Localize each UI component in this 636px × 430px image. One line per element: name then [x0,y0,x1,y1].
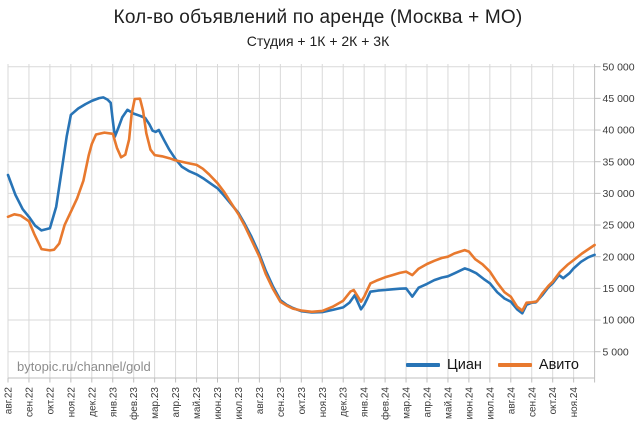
svg-text:фев.24: фев.24 [380,387,392,420]
x-gridlines [7,64,596,378]
svg-text:35 000: 35 000 [603,156,635,168]
svg-text:окт.22: окт.22 [45,387,56,415]
svg-text:сен.24: сен.24 [527,387,538,417]
y-axis-ticks [594,66,601,353]
x-axis [7,377,596,383]
svg-text:апр.24: апр.24 [423,387,434,418]
svg-text:май.23: май.23 [192,387,203,419]
svg-text:50 000: 50 000 [603,61,635,73]
series-line-avito [6,97,596,314]
legend-item-avito: Авито [497,357,579,373]
legend-item-cian: Циан [406,357,482,373]
legend-line-avito-swatch [497,363,532,367]
svg-text:авг.24: авг.24 [506,387,517,415]
svg-text:25 000: 25 000 [603,220,635,232]
svg-text:янв.23: янв.23 [108,387,119,418]
chart-subtitle: Студия + 1К + 2К + 3К [246,33,390,49]
svg-text:40 000: 40 000 [603,125,635,137]
svg-text:30 000: 30 000 [603,188,635,200]
watermark-text: bytopic.ru/channel/gold [17,359,151,374]
svg-text:мар.24: мар.24 [402,387,413,419]
legend: Циан Авито [406,356,579,374]
svg-text:янв.24: янв.24 [360,387,371,418]
svg-text:авг.23: авг.23 [255,387,266,415]
svg-text:фев.23: фев.23 [128,387,140,420]
svg-text:апр.23: апр.23 [171,387,182,418]
svg-text:сен.23: сен.23 [276,387,287,417]
svg-text:дек.22: дек.22 [87,387,98,417]
y-axis-labels: 50 000 45 000 40 000 35 000 30 000 25 000 20 0… [603,61,635,358]
svg-text:20 000: 20 000 [603,251,635,263]
svg-text:июн.23: июн.23 [213,387,224,420]
legend-label-avito: Авито [538,357,579,373]
svg-text:дек.23: дек.23 [339,387,350,417]
svg-text:июл.24: июл.24 [485,387,496,420]
svg-text:45 000: 45 000 [603,93,635,105]
svg-text:окт.23: окт.23 [297,387,308,415]
svg-text:сен.22: сен.22 [24,387,35,417]
svg-text:5 000: 5 000 [603,346,629,358]
chart-title: Кол-во объявлений по аренде (Москва + МО… [113,7,523,28]
svg-text:июл.23: июл.23 [234,387,245,420]
x-axis-labels: авг.22 сен.22 окт.22 ноя.22 дек.22 янв.23 фев.… [4,387,581,420]
legend-label-cian: Циан [447,357,482,373]
svg-text:авг.22: авг.22 [4,387,15,415]
legend-line-cian-swatch [406,363,440,367]
svg-text:мар.23: мар.23 [150,387,161,419]
svg-text:ноя.23: ноя.23 [318,387,329,418]
svg-text:июн.24: июн.24 [464,387,475,420]
svg-text:15 000: 15 000 [603,283,635,295]
svg-text:ноя.24: ноя.24 [569,387,580,418]
svg-text:ноя.22: ноя.22 [66,387,77,418]
svg-text:май.24: май.24 [443,387,454,419]
svg-text:10 000: 10 000 [603,315,635,327]
svg-text:окт.24: окт.24 [548,387,559,415]
